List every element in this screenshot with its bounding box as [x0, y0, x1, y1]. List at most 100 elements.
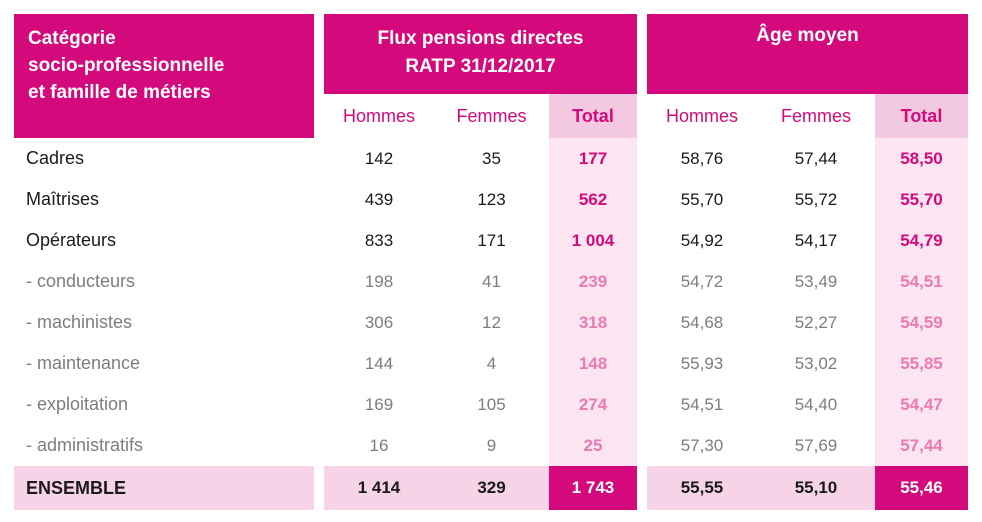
cell-value: 54,92	[680, 230, 724, 250]
cell-total: 562	[549, 179, 637, 220]
cell-value: 1 414	[324, 466, 434, 510]
cell-value: 105	[477, 394, 506, 414]
cell-value: 171	[477, 230, 506, 250]
column-header-total-age: Total	[875, 94, 968, 138]
cell-value: 55,72	[794, 189, 838, 209]
cell-total: 54,59	[875, 302, 968, 343]
cell-value: 9	[486, 435, 497, 455]
cell-total: 55,70	[875, 179, 968, 220]
column-gap	[637, 220, 647, 261]
column-header-hommes-flux: Hommes	[342, 105, 415, 126]
cell-total: 1 743	[549, 466, 637, 510]
cell-total: 239	[549, 261, 637, 302]
cell-value: 53,49	[794, 271, 838, 291]
row-label: - conducteurs	[26, 271, 136, 291]
cell-value: 41	[482, 271, 501, 291]
cell-value: 54,72	[680, 271, 724, 291]
cell-value: 58,76	[680, 148, 724, 168]
column-gap	[314, 179, 324, 220]
column-gap	[637, 179, 647, 220]
cell-value: 57,44	[794, 148, 838, 168]
cell-value: 54,68	[680, 312, 724, 332]
cell-total: 55,46	[875, 466, 968, 510]
cell-value: 4	[486, 353, 497, 373]
cell-total: 54,79	[875, 220, 968, 261]
cell-total: 54,51	[875, 261, 968, 302]
cell-value: 198	[364, 271, 394, 291]
cell-value: 144	[364, 353, 394, 373]
cell-value: 57,69	[794, 435, 838, 455]
row-label: - maintenance	[26, 353, 141, 373]
table-row: Maîtrises 439 123 562 55,70 55,72 55,70	[14, 179, 968, 220]
row-label: ENSEMBLE	[14, 466, 314, 510]
cell-value: 55,93	[680, 353, 724, 373]
cell-value: 55,70	[680, 189, 724, 209]
column-header-femmes-flux: Femmes	[456, 105, 527, 126]
column-gap	[637, 425, 647, 466]
table-row: - maintenance 144 4 148 55,93 53,02 55,8…	[14, 343, 968, 384]
cell-total: 25	[549, 425, 637, 466]
table-header: Catégorie socio-professionnelle et famil…	[14, 14, 968, 138]
cell-value: 123	[477, 189, 506, 209]
cell-total: 148	[549, 343, 637, 384]
column-header-femmes-age: Femmes	[780, 105, 851, 126]
column-gap	[637, 302, 647, 343]
cell-value: 306	[364, 312, 394, 332]
row-label: - machinistes	[26, 312, 133, 332]
table-row: Opérateurs 833 171 1 004 54,92 54,17 54,…	[14, 220, 968, 261]
cell-value: 169	[364, 394, 394, 414]
category-header: Catégorie socio-professionnelle et famil…	[14, 14, 314, 138]
cell-value: 54,40	[794, 394, 838, 414]
column-gap	[637, 384, 647, 425]
cell-value: 16	[369, 435, 389, 455]
cell-value: 35	[482, 148, 501, 168]
column-gap	[314, 466, 324, 510]
row-label: - exploitation	[26, 394, 129, 414]
column-header-total-flux: Total	[549, 94, 637, 138]
flux-group-header: Flux pensions directes RATP 31/12/2017	[324, 14, 637, 94]
cell-total: 55,85	[875, 343, 968, 384]
cell-value: 53,02	[794, 353, 838, 373]
cell-value: 54,17	[794, 230, 838, 250]
cell-total: 177	[549, 138, 637, 179]
cell-total: 1 004	[549, 220, 637, 261]
row-label: Maîtrises	[26, 189, 100, 209]
cell-total: 58,50	[875, 138, 968, 179]
table-total-row: ENSEMBLE 1 414 329 1 743 55,55 55,10 55,…	[14, 466, 968, 510]
cell-value: 142	[364, 148, 394, 168]
column-gap	[637, 138, 647, 179]
cell-total: 54,47	[875, 384, 968, 425]
table-row: Cadres 142 35 177 58,76 57,44 58,50	[14, 138, 968, 179]
cell-value: 12	[482, 312, 501, 332]
column-gap	[314, 384, 324, 425]
cell-value: 833	[364, 230, 394, 250]
column-gap	[314, 220, 324, 261]
age-group-header: Âge moyen	[647, 14, 968, 94]
cell-total: 274	[549, 384, 637, 425]
table-row: - machinistes 306 12 318 54,68 52,27 54,…	[14, 302, 968, 343]
row-label: - administratifs	[26, 435, 144, 455]
row-label: Opérateurs	[26, 230, 117, 250]
cell-value: 54,51	[680, 394, 724, 414]
row-label: Cadres	[26, 148, 85, 168]
cell-value: 55,10	[757, 466, 875, 510]
cell-value: 55,55	[647, 466, 757, 510]
table-row: - administratifs 16 9 25 57,30 57,69 57,…	[14, 425, 968, 466]
column-gap	[314, 261, 324, 302]
column-gap	[314, 302, 324, 343]
column-gap	[314, 343, 324, 384]
cell-value: 439	[364, 189, 394, 209]
cell-total: 57,44	[875, 425, 968, 466]
cell-total: 318	[549, 302, 637, 343]
column-gap	[637, 466, 647, 510]
cell-value: 52,27	[794, 312, 838, 332]
column-gap	[637, 261, 647, 302]
cell-value: 329	[434, 466, 549, 510]
column-gap	[314, 425, 324, 466]
table-row: - exploitation 169 105 274 54,51 54,40 5…	[14, 384, 968, 425]
table-row: - conducteurs 198 41 239 54,72 53,49 54,…	[14, 261, 968, 302]
column-gap	[637, 343, 647, 384]
column-gap	[314, 138, 324, 179]
cell-value: 57,30	[680, 435, 724, 455]
